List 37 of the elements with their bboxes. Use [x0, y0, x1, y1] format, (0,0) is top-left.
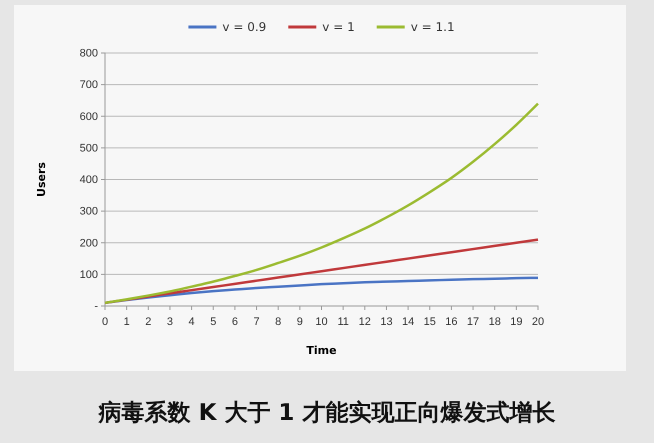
x-tick-label: 17: [466, 316, 480, 328]
x-tick-label: 5: [210, 316, 216, 328]
x-tick-label: 18: [488, 316, 501, 328]
y-tick-label: 400: [80, 174, 98, 186]
legend-label: v = 0.9: [222, 20, 266, 34]
x-axis-title: Time: [306, 344, 337, 357]
legend-label: v = 1.1: [410, 20, 455, 34]
x-tick-label: 7: [253, 316, 260, 328]
x-tick-label: 0: [102, 316, 108, 328]
x-tick-label: 11: [337, 316, 349, 328]
x-tick-label: 19: [510, 316, 522, 328]
x-tick-label: 14: [402, 316, 414, 328]
y-tick-label: 300: [80, 206, 98, 218]
x-tick-label: 15: [424, 316, 436, 328]
y-tick-label: 700: [80, 79, 98, 92]
x-tick-label: 13: [380, 316, 393, 328]
y-tick-label: 500: [80, 142, 98, 154]
x-tick-label: 9: [296, 316, 303, 328]
y-tick-label: 800: [80, 48, 98, 60]
x-tick-label: 12: [358, 316, 371, 328]
x-tick-label: 16: [445, 316, 458, 328]
text: 病毒系数 K 大于 1 才能实现正向爆发式增长: [98, 399, 556, 426]
y-axis-title: Users: [35, 162, 48, 197]
x-tick-label: 4: [188, 316, 195, 328]
y-tick-label: 200: [80, 237, 98, 250]
x-tick-label: 6: [232, 316, 238, 328]
x-tick-label: 20: [532, 316, 544, 328]
line-series: [104, 102, 540, 304]
x-tick-label: 1: [124, 316, 130, 328]
x-tick-label: 10: [315, 316, 328, 328]
y-tick-label: 100: [80, 268, 98, 281]
y-tick-label: -: [94, 300, 98, 313]
x-tick-label: 3: [166, 316, 174, 328]
legend-label: v = 1: [322, 20, 355, 34]
x-tick-label: 8: [275, 316, 282, 328]
x-tick-label: 2: [145, 316, 152, 328]
y-tick-label: 600: [80, 110, 98, 123]
